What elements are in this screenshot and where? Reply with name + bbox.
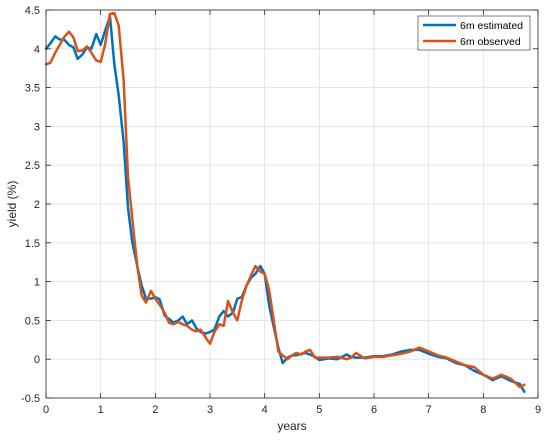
x-tick-label: 3 (207, 404, 213, 416)
axis-ticks (45, 9, 539, 399)
series-lines (44, 11, 526, 394)
legend: 6m estimated 6m observed (417, 15, 531, 51)
x-tick-label: 8 (480, 404, 486, 416)
y-tick-label: 4.5 (25, 5, 40, 17)
legend-label-6m-observed: 6m observed (460, 36, 521, 48)
legend-label-6m-estimated: 6m estimated (460, 20, 523, 32)
y-tick-label: 2 (34, 199, 40, 211)
y-tick-label: 3.5 (25, 83, 40, 95)
x-tick-label: 6 (371, 404, 377, 416)
x-tick-label: 1 (98, 404, 104, 416)
y-tick-label: -0.5 (21, 393, 40, 405)
series-line-6m-observed (44, 11, 526, 389)
x-tick-label: 2 (152, 404, 158, 416)
y-axis-label: yield (%) (5, 181, 19, 228)
x-tick-label: 9 (535, 404, 541, 416)
x-tick-label: 4 (262, 404, 268, 416)
x-tick-label: 5 (316, 404, 322, 416)
x-axis-label: years (277, 419, 306, 433)
y-tick-label: 1.5 (25, 238, 40, 250)
y-tick-label: 0 (34, 354, 40, 366)
legend-box (417, 15, 531, 51)
x-tick-label: 7 (426, 404, 432, 416)
x-tick-label: 0 (43, 404, 49, 416)
y-tick-label: 3 (34, 121, 40, 133)
y-tick-label: 2.5 (25, 160, 40, 172)
gridlines (45, 9, 539, 399)
x-tick-labels: 0 1 2 3 4 5 6 7 8 9 (43, 404, 541, 416)
y-tick-label: 4 (34, 44, 40, 56)
y-tick-labels: -0.5 0 0.5 1 1.5 2 2.5 3 3.5 4 4.5 (21, 5, 40, 405)
y-tick-label: 1 (34, 277, 40, 289)
y-tick-label: 0.5 (25, 315, 40, 327)
